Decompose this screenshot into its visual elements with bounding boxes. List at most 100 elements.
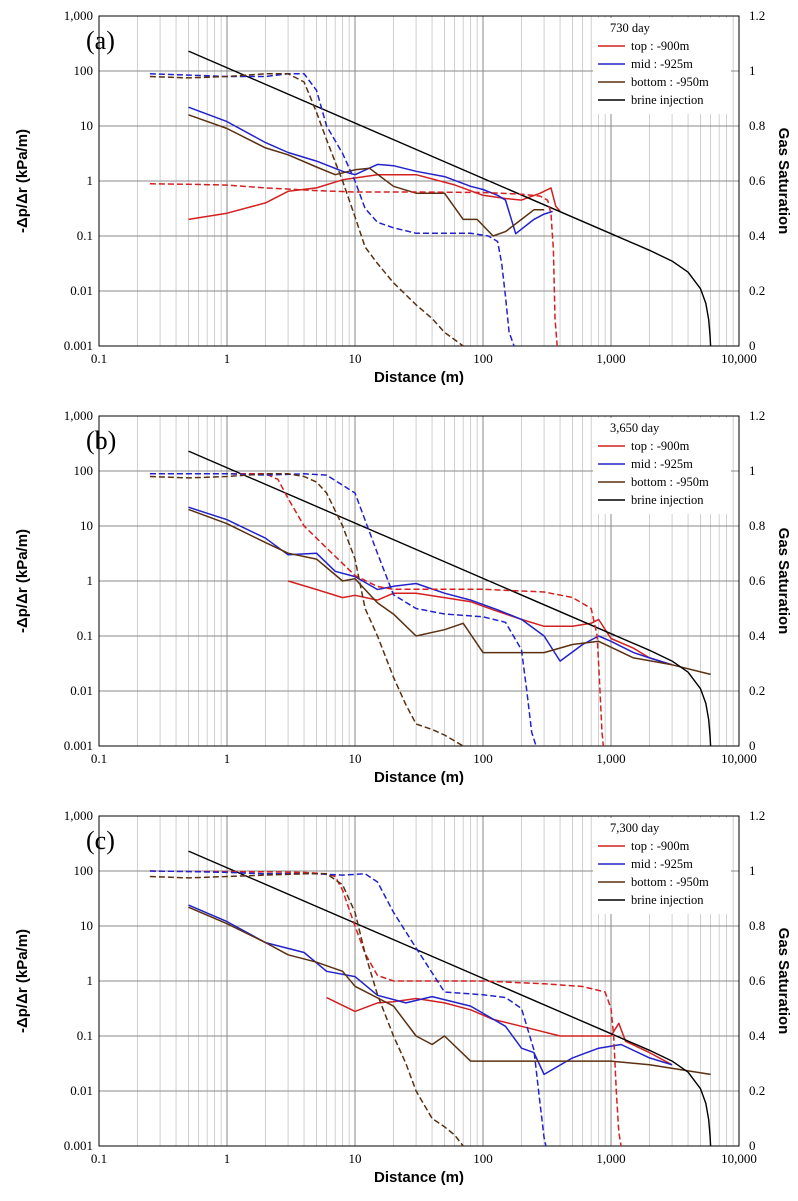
series-line — [149, 873, 464, 1147]
y-tick-label: 0.01 — [70, 683, 93, 698]
y2-axis-label: Gas Saturation — [775, 928, 792, 1035]
y-tick-label: 0.1 — [77, 628, 93, 643]
x-tick-label: 10 — [349, 751, 362, 766]
series-line — [149, 73, 464, 347]
legend-entry: top : -900m — [631, 439, 690, 453]
series-line — [188, 904, 673, 1076]
series-line — [326, 996, 673, 1066]
legend: 730 day top : -900m mid : -925m bottom : -9… — [593, 18, 731, 114]
y-tick-label: 10 — [80, 518, 93, 533]
y2-tick-label: 0.4 — [749, 228, 766, 243]
x-tick-label: 0.1 — [91, 351, 107, 366]
x-axis-label: Distance (m) — [374, 369, 464, 386]
legend-entry: bottom : -950m — [631, 75, 709, 89]
y2-tick-label: 1.2 — [749, 8, 765, 23]
x-tick-label: 1,000 — [596, 351, 625, 366]
series-line — [149, 870, 622, 1147]
x-tick-label: 10,000 — [721, 751, 757, 766]
legend-background — [593, 418, 731, 514]
y-tick-label: 10 — [80, 918, 93, 933]
y2-tick-label: 1 — [749, 463, 756, 478]
series-line — [188, 114, 545, 237]
x-tick-label: 10,000 — [721, 351, 757, 366]
x-tick-label: 10,000 — [721, 1151, 757, 1166]
y2-axis-label: Gas Saturation — [775, 128, 792, 235]
plot-frame — [98, 415, 740, 747]
series-line — [188, 50, 712, 347]
y-tick-label: 100 — [74, 63, 94, 78]
y2-axis-label: Gas Saturation — [775, 528, 792, 635]
series-line — [188, 506, 673, 666]
y-tick-label: 1,000 — [64, 808, 93, 823]
y2-tick-label: 1 — [749, 63, 756, 78]
series-group — [149, 50, 712, 347]
y-tick-label: 1 — [87, 573, 94, 588]
y-tick-label: 0.001 — [64, 738, 93, 753]
y-axis-label: -Δp/Δr (kPa/m) — [14, 529, 31, 633]
y-tick-label: 1 — [87, 973, 94, 988]
series-line — [149, 473, 464, 747]
plot-frame — [98, 815, 740, 1147]
y-tick-label: 0.1 — [77, 1028, 93, 1043]
y-tick-label: 10 — [80, 118, 93, 133]
x-axis-label: Distance (m) — [374, 1169, 464, 1186]
y2-tick-label: 0 — [749, 1138, 756, 1153]
y-tick-label: 0.01 — [70, 1083, 93, 1098]
y2-tick-label: 1.2 — [749, 808, 765, 823]
legend-entry: bottom : -950m — [631, 475, 709, 489]
y-axis-label: -Δp/Δr (kPa/m) — [14, 929, 31, 1033]
series-line — [149, 473, 537, 747]
y-tick-label: 1 — [87, 173, 94, 188]
legend-entry: mid : -925m — [631, 457, 693, 471]
x-tick-label: 0.1 — [91, 751, 107, 766]
y2-tick-label: 0.8 — [749, 518, 765, 533]
y2-tick-label: 0 — [749, 338, 756, 353]
series-line — [149, 73, 515, 347]
x-tick-label: 1 — [224, 751, 231, 766]
legend-entry: top : -900m — [631, 839, 690, 853]
legend-background — [593, 818, 731, 914]
x-tick-label: 100 — [473, 751, 493, 766]
plot-frame — [98, 15, 740, 347]
legend-entry: brine injection — [631, 93, 704, 107]
legend-entry: top : -900m — [631, 39, 690, 53]
legend-title: 7,300 day — [610, 821, 660, 835]
x-tick-label: 100 — [473, 1151, 493, 1166]
y2-tick-label: 1 — [749, 863, 756, 878]
x-tick-label: 1,000 — [596, 751, 625, 766]
x-tick-label: 0.1 — [91, 1151, 107, 1166]
series-line — [149, 473, 605, 747]
x-tick-label: 10 — [349, 351, 362, 366]
series-line — [188, 173, 561, 221]
x-tick-label: 1 — [224, 1151, 231, 1166]
series-line — [188, 906, 711, 1076]
x-tick-label: 10 — [349, 1151, 362, 1166]
legend: 7,300 day top : -900m mid : -925m bottom : … — [593, 818, 731, 914]
y-tick-label: 0.001 — [64, 338, 93, 353]
legend-entry: mid : -925m — [631, 57, 693, 71]
y2-tick-label: 0.4 — [749, 1028, 766, 1043]
chart-panel: 0.1 1 10 100 1,000 10,0001,0001001010.10.010.… — [14, 808, 792, 1186]
y-tick-label: 1,000 — [64, 8, 93, 23]
x-tick-label: 100 — [473, 351, 493, 366]
panel-label: (b) — [86, 426, 116, 455]
y2-tick-label: 0.2 — [749, 683, 765, 698]
y2-tick-label: 0.2 — [749, 1083, 765, 1098]
legend-title: 3,650 day — [610, 421, 660, 435]
series-line — [188, 850, 712, 1147]
legend-entry: bottom : -950m — [631, 875, 709, 889]
x-axis-label: Distance (m) — [374, 769, 464, 786]
y-tick-label: 100 — [74, 863, 94, 878]
y-axis-label: -Δp/Δr (kPa/m) — [14, 129, 31, 233]
legend-entry: brine injection — [631, 893, 704, 907]
series-group — [149, 850, 712, 1147]
series-group — [149, 450, 712, 747]
series-line — [188, 508, 711, 676]
y2-tick-label: 0 — [749, 738, 756, 753]
y2-tick-label: 0.6 — [749, 573, 766, 588]
legend-title: 730 day — [610, 21, 651, 35]
y-tick-label: 0.001 — [64, 1138, 93, 1153]
y2-tick-label: 0.8 — [749, 118, 765, 133]
y-tick-label: 0.1 — [77, 228, 93, 243]
